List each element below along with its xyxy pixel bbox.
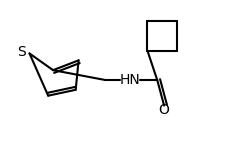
Text: S: S: [17, 46, 26, 59]
Text: HN: HN: [119, 73, 140, 87]
Text: O: O: [159, 103, 170, 117]
